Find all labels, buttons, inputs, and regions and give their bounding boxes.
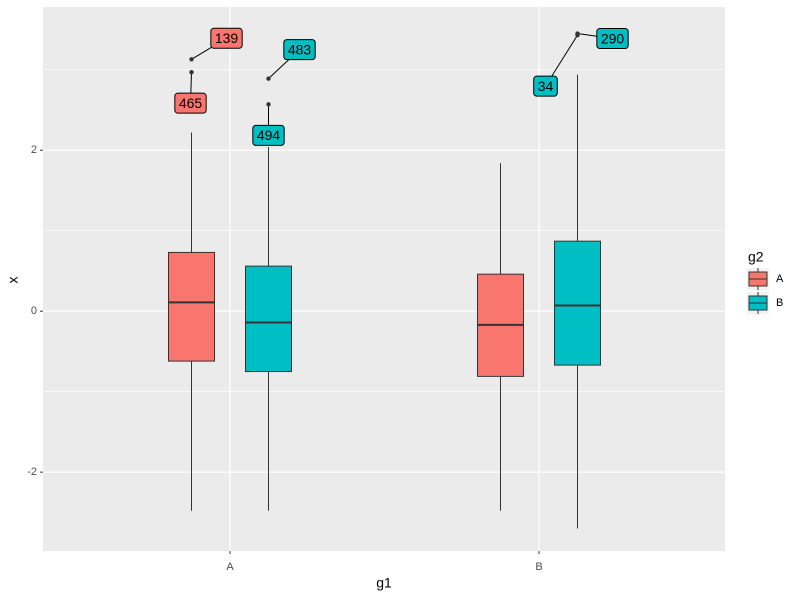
outlier bbox=[189, 69, 194, 75]
outlier-label: 34 bbox=[538, 78, 554, 94]
outlier-label: 139 bbox=[215, 30, 239, 46]
outlier-label-box bbox=[252, 124, 285, 146]
outlier-label-box bbox=[174, 92, 207, 114]
outlier bbox=[575, 32, 580, 38]
box bbox=[554, 240, 601, 366]
grid bbox=[43, 7, 725, 551]
y-tick-label: 0 bbox=[31, 305, 37, 317]
y-tick-label: -2 bbox=[27, 466, 37, 478]
outlier-label: 290 bbox=[601, 30, 625, 46]
outlier-label: 465 bbox=[179, 95, 203, 111]
legend-title: g2 bbox=[748, 249, 764, 265]
y-tick-label: 2 bbox=[31, 144, 37, 156]
x-axis-title: g1 bbox=[376, 575, 392, 591]
legend-label: B bbox=[776, 297, 783, 309]
outlier bbox=[266, 76, 271, 81]
outlier bbox=[266, 102, 271, 107]
outlier-label-box bbox=[596, 28, 629, 50]
legend-label: A bbox=[776, 273, 784, 285]
x-tick-label: B bbox=[535, 561, 542, 573]
outlier-label-box bbox=[210, 27, 243, 49]
x-tick-label: A bbox=[226, 561, 234, 573]
outlier-label: 483 bbox=[288, 41, 312, 57]
panel bbox=[43, 7, 725, 551]
y-axis-title: x bbox=[5, 277, 21, 284]
outlier-label-box bbox=[283, 39, 316, 61]
outlier bbox=[189, 57, 194, 62]
box bbox=[168, 251, 215, 362]
marks: 465 139 494 483 290 34 bbox=[168, 27, 629, 529]
outlier-label: 494 bbox=[257, 127, 281, 143]
outlier-label-box bbox=[533, 75, 558, 97]
box bbox=[245, 265, 292, 373]
